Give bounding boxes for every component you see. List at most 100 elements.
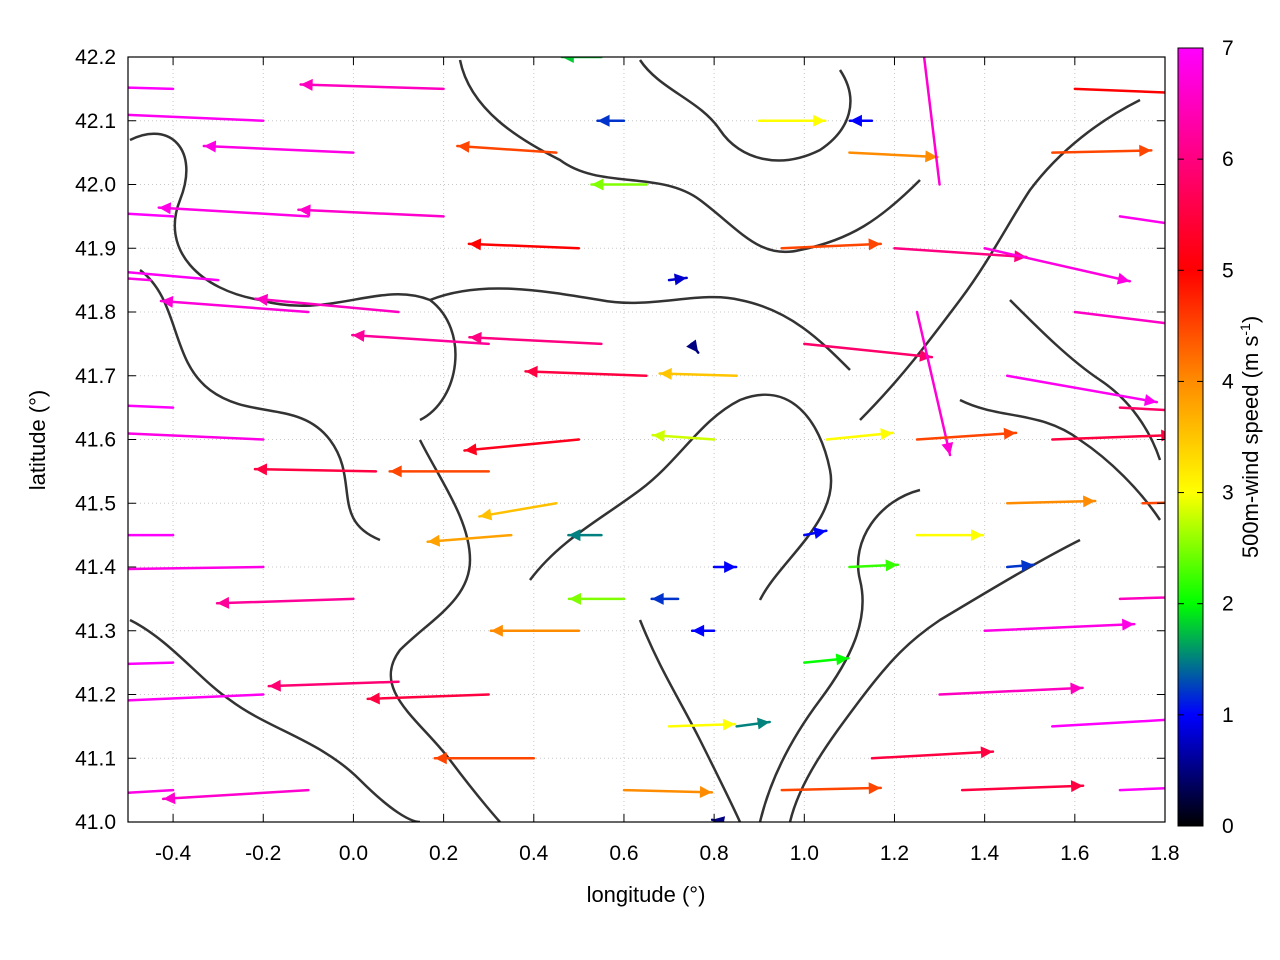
wind-vector xyxy=(128,432,265,441)
colorbar-label-sup: -1 xyxy=(1237,323,1253,336)
contour-line xyxy=(638,619,742,822)
x-axis-label: longitude (°) xyxy=(587,882,706,907)
wind-vector xyxy=(1118,596,1165,601)
y-tick-label: 41.9 xyxy=(75,237,116,260)
x-tick-label: 0.6 xyxy=(609,842,638,865)
wind-vector xyxy=(128,271,220,282)
wind-vector xyxy=(433,752,536,765)
wind-vector xyxy=(159,295,310,314)
wind-vector xyxy=(803,342,934,362)
x-tick-label: 1.6 xyxy=(1060,842,1089,865)
contour-line xyxy=(129,618,421,822)
contour-line xyxy=(458,59,921,254)
wind-vector xyxy=(1118,786,1165,792)
wind-vector xyxy=(463,438,581,456)
wind-vector xyxy=(848,150,939,163)
colorbar-label: 500m-wind speed (m s-1) xyxy=(1237,316,1263,558)
contour-line xyxy=(389,439,501,822)
wind-vector xyxy=(1051,144,1153,157)
x-tick-label: 1.2 xyxy=(880,842,909,865)
contour-line xyxy=(959,398,1162,521)
terrain-contours xyxy=(129,59,1162,822)
wind-vector xyxy=(560,57,603,63)
wind-vector xyxy=(983,618,1136,632)
wind-vector xyxy=(1118,406,1165,412)
wind-vector xyxy=(1051,429,1165,442)
wind-vector xyxy=(1051,718,1165,728)
contour-line xyxy=(859,98,1141,421)
wind-vector xyxy=(297,204,445,218)
wind-vector xyxy=(780,782,883,795)
colorbar-tick-label: 6 xyxy=(1222,148,1234,171)
wind-vector xyxy=(915,310,954,457)
y-tick-label: 41.8 xyxy=(75,301,116,324)
y-tick-label: 41.5 xyxy=(75,492,116,515)
wind-vector xyxy=(567,592,626,605)
y-tick-label: 42.0 xyxy=(75,174,116,197)
wind-vector xyxy=(658,367,738,380)
colorbar-ticks: 0 1 2 3 4 5 6 7 xyxy=(1178,37,1234,838)
x-tick-label: 1.4 xyxy=(970,842,1000,865)
plot-background xyxy=(128,57,1165,822)
wind-vector xyxy=(848,114,874,127)
contour-line xyxy=(429,287,851,371)
x-tick-label: 0.8 xyxy=(700,842,729,865)
y-tick-label: 41.0 xyxy=(75,811,116,834)
y-tick-label: 41.2 xyxy=(75,684,116,707)
wind-vector xyxy=(456,140,558,154)
wind-vector xyxy=(803,527,828,539)
colorbar-tick-label: 3 xyxy=(1222,482,1234,505)
y-tick-label: 42.1 xyxy=(75,110,116,133)
wind-vector xyxy=(960,780,1085,793)
wind-vector xyxy=(253,463,378,476)
wind-vector xyxy=(1005,559,1035,572)
contour-line xyxy=(529,393,833,601)
wind-vector xyxy=(922,57,941,186)
wind-vector xyxy=(128,113,265,122)
colorbar-tick-label: 1 xyxy=(1222,704,1234,727)
x-tick-label: -0.2 xyxy=(245,842,281,865)
colorbar-tick-label: 0 xyxy=(1222,815,1234,838)
wind-vector xyxy=(712,561,738,573)
wind-vector xyxy=(686,339,700,354)
wind-vector xyxy=(757,114,827,127)
wind-vector xyxy=(366,692,490,705)
wind-vector xyxy=(478,502,558,521)
wind-vector xyxy=(161,788,310,805)
wind-vector xyxy=(1073,310,1165,325)
y-tick-label: 41.4 xyxy=(75,556,116,579)
colorbar-tick-label: 7 xyxy=(1222,37,1234,60)
wind-vector xyxy=(596,114,626,127)
wind-vector xyxy=(128,788,175,795)
wind-vector xyxy=(690,624,716,637)
wind-vector xyxy=(128,661,175,666)
y-tick-label: 41.1 xyxy=(75,747,116,770)
wind-vector xyxy=(128,693,265,702)
y-tick-label: 42.2 xyxy=(75,46,116,69)
y-axis-ticks: 41.0 41.1 41.2 41.3 41.4 41.5 41.6 41.7 41.8 41.9… xyxy=(75,46,1165,834)
colorbar-tick-label: 4 xyxy=(1222,370,1234,393)
wind-vector xyxy=(938,682,1084,696)
wind-vector xyxy=(567,529,603,542)
wind-vector xyxy=(1005,495,1097,508)
wind-vector xyxy=(299,78,445,91)
y-axis-label: latitude (°) xyxy=(25,390,50,491)
wind-vector xyxy=(426,533,513,547)
wind-vector xyxy=(128,404,175,409)
wind-vector xyxy=(870,746,995,760)
wind-vectors xyxy=(128,57,1165,822)
wind-vector xyxy=(622,786,714,799)
wind-vector xyxy=(489,624,581,637)
wind-vector xyxy=(825,428,895,441)
x-tick-label: 1.0 xyxy=(790,842,819,865)
colorbar-tick-label: 2 xyxy=(1222,593,1234,616)
wind-vector xyxy=(267,679,400,692)
colorbar-label-main: 500m-wind speed (m s xyxy=(1238,336,1263,559)
colorbar xyxy=(1177,47,1204,827)
contour-line xyxy=(638,59,852,162)
wind-vector xyxy=(215,596,355,609)
wind-vector xyxy=(667,718,737,731)
contour-line xyxy=(788,538,1081,822)
x-tick-label: -0.4 xyxy=(155,842,192,865)
